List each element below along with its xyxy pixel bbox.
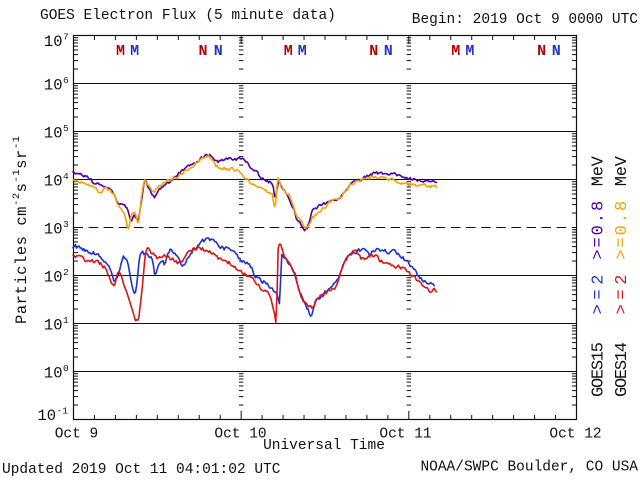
- svg-text:10: 10: [44, 365, 63, 383]
- svg-text:M: M: [298, 43, 307, 60]
- svg-text:Particles cm-2s-1sr-1: Particles cm-2s-1sr-1: [11, 136, 31, 324]
- svg-text:M: M: [451, 43, 460, 60]
- svg-text:GOES Electron Flux (5 minute d: GOES Electron Flux (5 minute data): [40, 8, 336, 24]
- svg-text:M: M: [465, 43, 474, 60]
- svg-text:Updated 2019 Oct 11 04:01:02 U: Updated 2019 Oct 11 04:01:02 UTC: [2, 462, 281, 478]
- svg-text:>=2: >=2: [590, 275, 609, 315]
- svg-text:3: 3: [63, 219, 69, 230]
- svg-text:10: 10: [44, 125, 63, 143]
- svg-text:10: 10: [44, 33, 63, 51]
- svg-text:M: M: [284, 43, 293, 60]
- svg-text:10: 10: [44, 317, 63, 335]
- svg-text:N: N: [369, 43, 378, 60]
- svg-text:N: N: [552, 43, 561, 60]
- svg-text:5: 5: [63, 123, 69, 134]
- svg-text:N: N: [384, 43, 393, 60]
- svg-text:N: N: [537, 43, 546, 60]
- svg-text:GOES14: GOES14: [613, 342, 632, 397]
- svg-text:10: 10: [44, 269, 63, 287]
- svg-text:Universal Time: Universal Time: [263, 438, 385, 454]
- svg-text:M: M: [116, 43, 125, 60]
- svg-text:2: 2: [63, 267, 69, 278]
- svg-text:0: 0: [63, 363, 69, 374]
- svg-text:>=2: >=2: [613, 275, 632, 315]
- svg-text:4: 4: [63, 171, 69, 182]
- svg-text:Oct 12: Oct 12: [549, 427, 601, 443]
- svg-text:-1: -1: [57, 406, 69, 417]
- svg-text:Oct 11: Oct 11: [379, 427, 431, 443]
- svg-text:MeV: MeV: [590, 155, 609, 186]
- svg-text:10: 10: [44, 221, 63, 239]
- svg-text:6: 6: [63, 75, 69, 86]
- svg-text:>=0.8: >=0.8: [590, 201, 609, 260]
- svg-text:10: 10: [44, 77, 63, 95]
- svg-text:NOAA/SWPC Boulder, CO USA: NOAA/SWPC Boulder, CO USA: [420, 460, 638, 476]
- svg-text:N: N: [198, 43, 207, 60]
- svg-text:GOES15: GOES15: [590, 342, 609, 397]
- svg-text:7: 7: [63, 32, 69, 43]
- svg-text:Oct 9: Oct 9: [55, 427, 99, 443]
- svg-text:>=0.8: >=0.8: [613, 201, 632, 260]
- svg-text:Oct 10: Oct 10: [214, 427, 266, 443]
- svg-text:MeV: MeV: [613, 155, 632, 186]
- svg-text:M: M: [130, 43, 139, 60]
- svg-text:10: 10: [37, 407, 56, 425]
- svg-text:Begin: 2019 Oct 9 0000 UTC: Begin: 2019 Oct 9 0000 UTC: [412, 12, 639, 28]
- svg-text:1: 1: [63, 315, 69, 326]
- svg-text:10: 10: [44, 173, 63, 191]
- svg-text:N: N: [214, 43, 223, 60]
